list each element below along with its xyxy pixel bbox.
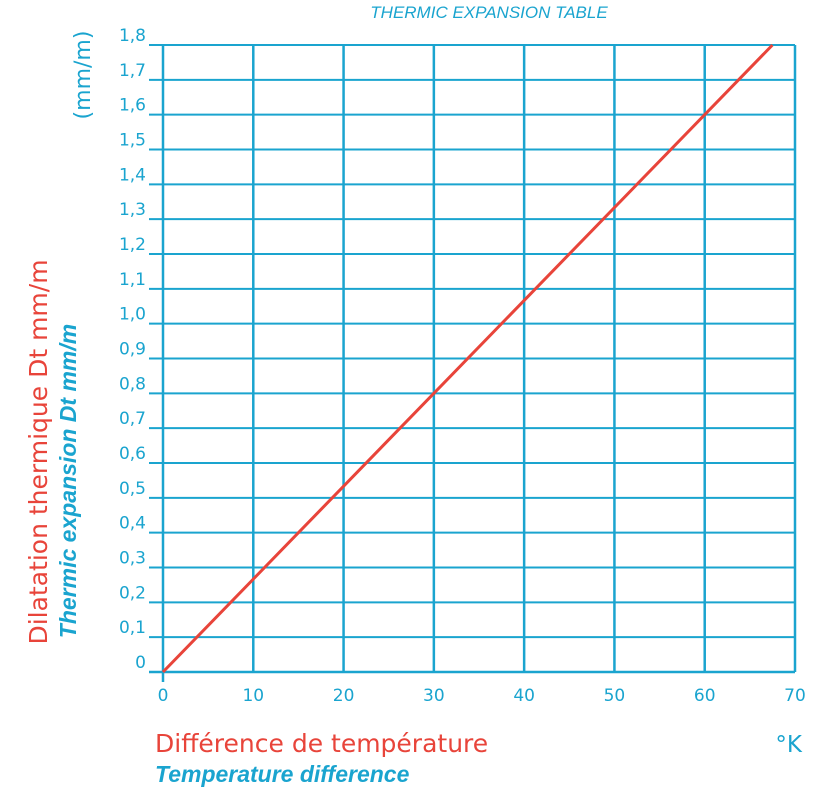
y-tick-label: 1,7 xyxy=(119,61,146,81)
y-tick-label: 0,9 xyxy=(119,340,146,360)
x-axis-label-fr: Différence de température xyxy=(155,729,488,758)
chart-title: THERMIC EXPANSION TABLE xyxy=(370,3,608,22)
y-tick-label: 1,3 xyxy=(119,200,146,220)
y-tick-label: 1,8 xyxy=(119,26,146,46)
y-tick-label: 0,6 xyxy=(119,444,146,464)
y-tick-label: 1,2 xyxy=(119,235,146,255)
x-tick-label: 20 xyxy=(333,686,355,706)
y-tick-label: 0,4 xyxy=(119,514,146,534)
y-tick-label: 0,3 xyxy=(119,549,146,569)
y-tick-label: 1,0 xyxy=(119,305,146,325)
x-tick-label: 70 xyxy=(784,686,806,706)
x-tick-label: 50 xyxy=(604,686,626,706)
series xyxy=(161,43,774,674)
y-axis-label-en: Thermic expansion Dt mm/m xyxy=(55,324,81,638)
x-axis-label-en: Temperature difference xyxy=(155,761,410,787)
axes xyxy=(149,45,795,682)
y-axis-label-fr: Dilatation thermique Dt mm/m xyxy=(24,259,53,644)
y-tick-label: 0 xyxy=(135,653,146,673)
y-tick-label: 0,5 xyxy=(119,479,146,499)
y-tick-label: 1,4 xyxy=(119,165,146,185)
y-tick-label: 0,2 xyxy=(119,583,146,603)
x-tick-label: 60 xyxy=(694,686,716,706)
x-tick-label: 0 xyxy=(158,686,169,706)
y-tick-label: 1,5 xyxy=(119,131,146,151)
y-tick-label: 1,1 xyxy=(119,270,146,290)
y-tick-label: 0,1 xyxy=(119,618,146,638)
x-tick-label: 40 xyxy=(513,686,535,706)
x-unit-label: °K xyxy=(775,732,803,758)
y-tick-label: 0,7 xyxy=(119,409,146,429)
expansion-line xyxy=(161,43,774,674)
x-tick-label: 30 xyxy=(423,686,445,706)
y-tick-label: 0,8 xyxy=(119,374,146,394)
grid xyxy=(149,44,797,672)
y-tick-label: 1,6 xyxy=(119,96,146,116)
y-unit-label: (mm/m) xyxy=(71,31,96,120)
x-tick-label: 10 xyxy=(242,686,264,706)
tick-labels: 0 0,1 0,2 0,3 0,4 0,5 0,6 0,7 0,8 0,9 1,0 1,1 1,2 1,3… xyxy=(119,26,806,706)
